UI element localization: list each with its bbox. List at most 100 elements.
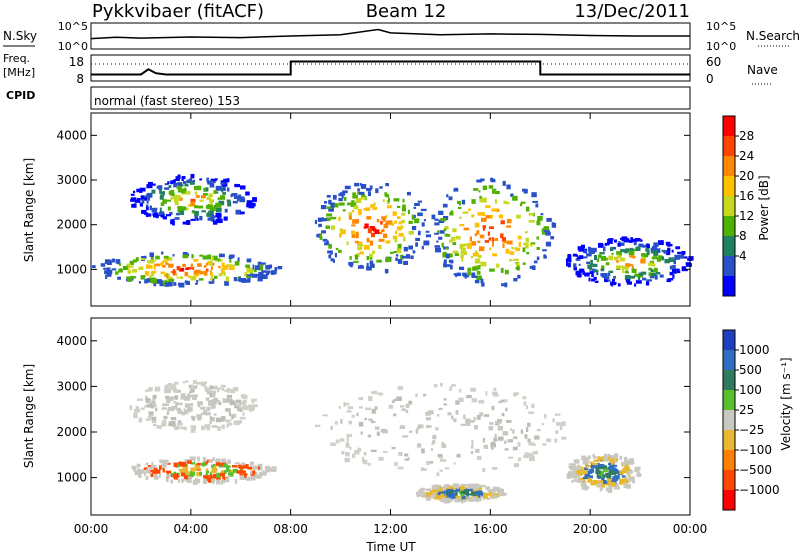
heatmap-cell-4: [592, 462, 598, 466]
heatmap-cell-0: [161, 251, 164, 255]
heatmap-cell-4: [626, 470, 629, 473]
heatmap-cell-1: [226, 394, 233, 399]
heatmap-cell-1: [215, 203, 222, 208]
heatmap-cell-2: [376, 218, 380, 223]
heatmap-cell-3: [471, 214, 475, 218]
heatmap-cell-4: [594, 255, 597, 260]
heatmap-cell-2: [554, 413, 561, 416]
heatmap-cell-0: [126, 276, 132, 279]
heatmap-cell-2: [365, 207, 371, 212]
heatmap-cell-0: [178, 461, 183, 465]
heatmap-cell-3: [481, 484, 486, 488]
colorbar-segment: [723, 450, 735, 470]
heatmap-cell-3: [471, 241, 476, 246]
heatmap-cell-1: [175, 402, 178, 406]
heatmap-cell-1: [213, 215, 216, 218]
heatmap-cell-4: [668, 257, 675, 262]
heatmap-cell-2: [507, 439, 514, 443]
heatmap-cell-3: [439, 230, 445, 234]
heatmap-cell-2: [437, 454, 443, 457]
heatmap-cell-2: [409, 430, 413, 433]
heatmap-cell-2: [526, 427, 529, 432]
heatmap-cell-2: [470, 445, 474, 449]
heatmap-cell-4: [658, 240, 664, 245]
heatmap-cell-3: [449, 499, 453, 502]
heatmap-cell-0: [165, 260, 168, 265]
nave-tick-bottom: 0: [706, 72, 714, 86]
heatmap-cell-0: [160, 271, 165, 274]
heatmap-cell-4: [653, 248, 659, 253]
heatmap-cell-3: [427, 493, 432, 498]
heatmap-cell-2: [335, 247, 339, 250]
heatmap-cell-0: [136, 463, 141, 468]
heatmap-cell-0: [188, 478, 192, 483]
heatmap-cell-2: [390, 251, 394, 254]
heatmap-cell-0: [208, 281, 212, 284]
heatmap-cell-3: [460, 489, 466, 494]
heatmap-cell-3: [457, 495, 461, 501]
heatmap-cell-4: [626, 484, 631, 489]
heatmap-cell-2: [369, 227, 372, 231]
colorbar-tick-label: −1000: [739, 483, 780, 497]
heatmap-cell-2: [395, 257, 398, 262]
heatmap-cell-0: [127, 270, 132, 274]
heatmap-cell-2: [465, 422, 471, 426]
x-tick-label: 12:00: [373, 522, 408, 536]
heatmap-cell-0: [144, 279, 148, 284]
heatmap-cell-4: [594, 269, 599, 272]
heatmap-cell-3: [471, 272, 476, 278]
heatmap-cell-1: [239, 196, 245, 201]
heatmap-cell-1: [231, 193, 238, 197]
heatmap-cell-1: [206, 177, 209, 183]
heatmap-cell-1: [184, 403, 190, 408]
heatmap-cell-2: [338, 216, 341, 221]
heatmap-cell-0: [228, 472, 234, 477]
heatmap-cell-2: [435, 427, 439, 431]
heatmap-cell-4: [601, 457, 608, 460]
heatmap-cell-1: [213, 220, 218, 225]
heatmap-cell-1: [235, 399, 242, 404]
heatmap-cell-3: [496, 263, 500, 268]
heatmap-cell-4: [593, 459, 599, 462]
heatmap-cell-0: [219, 259, 223, 262]
heatmap-cell-4: [584, 467, 589, 470]
heatmap-cell-0: [265, 272, 269, 276]
nave-tick-top: 60: [706, 55, 721, 69]
heatmap-cell-1: [206, 204, 210, 207]
heatmap-cell-0: [223, 470, 227, 474]
heatmap-cell-1: [159, 207, 162, 213]
heatmap-cell-2: [348, 212, 353, 216]
heatmap-cell-0: [223, 265, 228, 270]
heatmap-cell-0: [144, 255, 147, 259]
heatmap-cell-2: [385, 215, 388, 219]
heatmap-cell-2: [393, 413, 397, 417]
heatmap-cell-2: [321, 230, 326, 234]
heatmap-cell-2: [473, 416, 476, 422]
heatmap-cell-3: [425, 495, 431, 501]
heatmap-cell-3: [449, 490, 452, 494]
heatmap-cell-2: [402, 208, 406, 212]
heatmap-cell-1: [147, 184, 153, 189]
heatmap-cell-4: [601, 482, 606, 488]
heatmap-cell-0: [244, 473, 248, 476]
heatmap-cell-0: [159, 465, 163, 470]
heatmap-cell-3: [463, 489, 470, 494]
heatmap-cell-1: [168, 407, 172, 411]
heatmap-cell-3: [466, 245, 472, 249]
heatmap-cell-2: [423, 219, 426, 222]
heatmap-cell-2: [421, 448, 425, 454]
heatmap-cell-4: [636, 472, 641, 477]
heatmap-cell-4: [588, 277, 591, 282]
heatmap-cell-3: [533, 260, 538, 264]
heatmap-cell-3: [543, 226, 550, 230]
heatmap-cell-3: [444, 259, 447, 264]
heatmap-cell-2: [361, 456, 365, 462]
heatmap-cell-2: [358, 209, 362, 212]
heatmap-cell-4: [612, 455, 619, 460]
heatmap-cell-0: [249, 462, 253, 465]
heatmap-cell-3: [487, 488, 493, 493]
heatmap-cell-1: [240, 211, 245, 215]
heatmap-cell-2: [529, 456, 535, 462]
heatmap-cell-3: [471, 494, 474, 498]
